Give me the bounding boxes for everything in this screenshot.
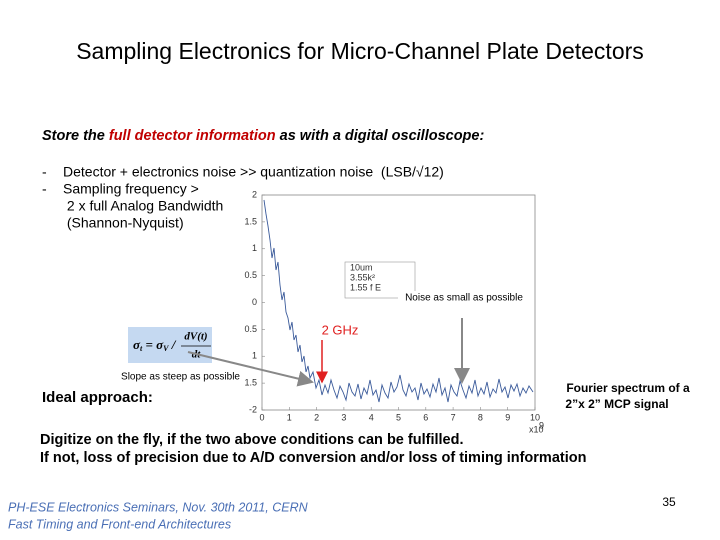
bullet-text: 2 x full Analog Bandwidth [63, 198, 223, 214]
y-tick-label: -2 [249, 404, 257, 414]
x-tick-label: 6 [423, 412, 428, 422]
plot-ticks: 21.510.500.511.5-20 1 2 3 4 5 6 7 8 9 10x10910um3.… [244, 189, 544, 434]
slope-label: Slope as steep as possible [121, 372, 240, 383]
y-tick-label: 1.5 [244, 378, 257, 388]
formula: σt = σV / [133, 337, 177, 353]
spectrum-plot: 21.510.500.511.5-20 1 2 3 4 5 6 7 8 9 10x10910um3.… [244, 189, 544, 434]
y-tick-label: 1.5 [244, 216, 257, 226]
bullet-text: Sampling frequency > [63, 181, 199, 197]
intro-text: as with a digital oscilloscope: [276, 128, 485, 144]
formula-numerator: dV(t) [184, 331, 207, 343]
x-tick-label: 1 [287, 412, 292, 422]
x-tick-label: 8 [478, 412, 483, 422]
x-tick-label: 0 [259, 412, 264, 422]
legend-text: 10um [350, 262, 373, 272]
conclusion: If not, loss of precision due to A/D con… [40, 450, 586, 466]
legend-text: 1.55 f E [350, 282, 381, 292]
page-number: 35 [662, 495, 676, 509]
y-tick-label: 0 [252, 297, 257, 307]
formula-part: σ [133, 337, 141, 352]
x-tick-label: 10 [530, 412, 540, 422]
formula-part: t [140, 344, 143, 353]
footer: Fast Timing and Front-end Architectures [8, 517, 231, 531]
noise-label: Noise as small as possible [405, 293, 523, 304]
freq-label: 2 GHz [322, 322, 359, 337]
x-tick-label: 2 [314, 412, 319, 422]
spectrum-curve [263, 199, 534, 403]
y-tick-label: 1 [252, 243, 257, 253]
x-tick-label: 3 [341, 412, 346, 422]
intro-highlight: full detector information [109, 128, 276, 144]
formula-part: / [169, 337, 177, 352]
slide-title: Sampling Electronics for Micro-Channel P… [76, 38, 644, 64]
bullet-text: (Shannon-Nyquist) [63, 215, 184, 231]
label-bg [398, 291, 530, 305]
intro: Store the full detector information as w… [42, 128, 484, 144]
y-tick-label: 2 [252, 189, 257, 199]
x-exponent-power: 9 [539, 420, 544, 430]
bullet-marker: - [42, 164, 47, 180]
bullet-list: - Detector + electronics noise >> quantiz… [42, 164, 444, 231]
formula-part: V [163, 344, 169, 353]
intro-text: Store the [42, 128, 109, 144]
x-tick-label: 5 [396, 412, 401, 422]
x-tick-label: 7 [451, 412, 456, 422]
footer: PH-ESE Electronics Seminars, Nov. 30th 2… [8, 500, 309, 514]
x-tick-label: 4 [369, 412, 374, 422]
formula-box [128, 327, 212, 363]
x-exponent: x10 [529, 424, 544, 434]
fourier-label: Fourier spectrum of a [566, 381, 690, 395]
conclusion: Digitize on the fly, if the two above co… [40, 432, 463, 448]
x-tick-label: 9 [505, 412, 510, 422]
legend-text: 3.55k² [350, 272, 375, 282]
bullet-text: Detector + electronics noise >> quantiza… [63, 164, 444, 180]
ideal-label: Ideal approach: [42, 389, 153, 406]
y-tick-label: 0.5 [244, 270, 257, 280]
formula-part: = σ [142, 337, 164, 352]
fourier-label: 2”x 2” MCP signal [565, 397, 668, 411]
y-tick-label: 0.5 [244, 324, 257, 334]
bullet-marker: - [42, 181, 47, 197]
y-tick-label: 1 [252, 351, 257, 361]
slope-arrow [187, 351, 314, 387]
